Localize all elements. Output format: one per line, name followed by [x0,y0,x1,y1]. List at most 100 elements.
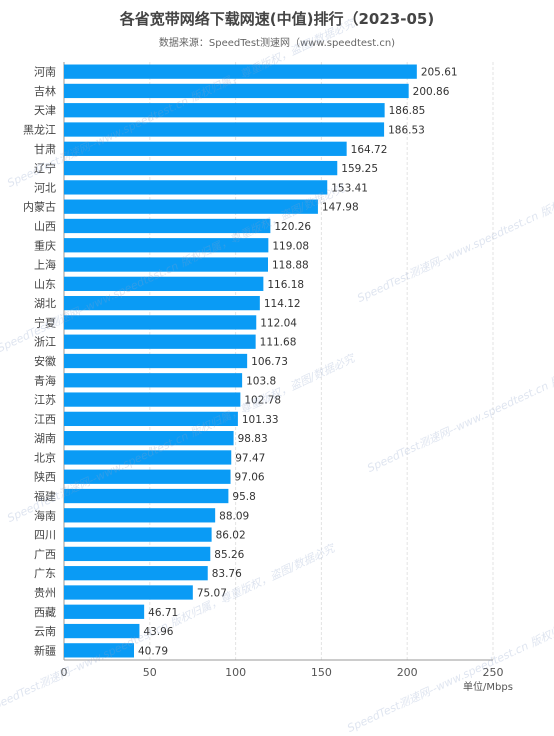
category-label: 重庆 [34,238,56,252]
value-label: 95.8 [232,491,255,503]
bar [64,276,264,291]
category-label: 湖南 [34,432,56,445]
category-labels: 河南吉林天津黑龙江甘肃辽宁河北内蒙古山西重庆上海山东湖北宁夏浙江安徽青海江苏江西… [23,66,56,658]
bar [64,103,385,118]
value-label: 114.12 [264,298,301,310]
value-label: 86.02 [216,530,246,542]
bar [64,469,231,484]
value-label: 98.83 [238,433,268,445]
category-label: 山东 [34,278,56,291]
category-label: 上海 [34,258,56,272]
value-label: 205.61 [421,67,458,79]
category-label: 西藏 [34,606,56,619]
value-label: 103.8 [246,375,276,387]
bar [64,643,134,658]
x-tick-label: 100 [225,666,246,679]
category-label: 福建 [34,489,56,503]
value-label: 120.26 [274,221,311,233]
bar [64,604,145,619]
bar [64,83,409,99]
bar [64,431,234,446]
x-tick-label: 50 [143,666,157,679]
bar [64,585,193,600]
category-label: 内蒙古 [23,200,56,214]
bar [64,122,385,137]
x-tick-label: 250 [483,666,504,679]
category-label: 辽宁 [34,161,56,175]
value-label: 106.73 [251,356,288,368]
category-label: 北京 [34,450,56,464]
bar [64,450,232,465]
category-label: 安徽 [34,354,56,368]
chart-subtitle: 数据来源：SpeedTest测速网（www.speedtest.cn) [158,38,396,49]
bar [64,566,208,581]
value-label: 88.09 [219,510,249,522]
category-label: 宁夏 [34,315,56,329]
value-label: 75.07 [197,587,227,599]
value-label: 43.96 [143,626,173,638]
value-label: 46.71 [148,607,178,619]
category-label: 湖北 [34,297,56,310]
value-label: 111.68 [260,337,297,349]
category-label: 甘肃 [34,143,56,156]
bar [64,295,260,311]
bar [64,64,417,79]
category-label: 河南 [34,66,56,79]
category-label: 山西 [34,220,56,233]
bar [64,180,328,195]
value-label: 40.79 [138,645,168,657]
bar [64,488,229,504]
bar [64,527,212,542]
value-label: 159.25 [341,163,378,175]
value-label: 112.04 [260,317,297,329]
bar [64,238,269,253]
category-label: 贵州 [34,586,56,599]
bar [64,141,347,156]
bar [64,334,256,349]
value-label: 97.06 [235,472,265,484]
bar [64,315,257,330]
category-label: 青海 [34,373,56,387]
value-label: 164.72 [351,144,388,156]
value-label: 153.41 [331,182,368,194]
value-label: 186.53 [388,125,425,137]
x-tick-label: 200 [397,666,418,679]
value-label: 147.98 [322,202,359,214]
category-label: 海南 [34,508,56,522]
value-label: 102.78 [244,395,281,407]
x-tick-label: 150 [311,666,332,679]
category-label: 吉林 [34,84,56,98]
category-label: 广西 [34,548,56,561]
value-label: 85.26 [214,549,244,561]
bar [64,373,243,388]
chart-title: 各省宽带网络下载网速(中值)排行（2023-05) [119,10,435,28]
category-label: 新疆 [34,643,56,657]
value-label: 116.18 [267,279,304,291]
x-axis-label: 单位/Mbps [463,680,513,693]
category-label: 云南 [34,625,56,638]
bar [64,257,268,272]
category-label: 江西 [34,413,56,426]
bar [64,623,140,639]
bar [64,411,238,427]
x-tick-label: 0 [61,666,68,679]
category-label: 广东 [34,567,56,580]
bar [64,353,248,369]
x-tick-labels: 0 50 100 150 200 250 [61,666,504,679]
value-label: 119.08 [272,240,309,252]
value-label: 101.33 [242,414,279,426]
bar [64,508,216,523]
category-label: 浙江 [34,336,56,349]
bar [64,392,241,407]
category-label: 河北 [34,181,56,194]
category-label: 黑龙江 [23,124,56,137]
category-label: 江苏 [34,394,56,407]
value-label: 186.85 [389,105,426,117]
value-label: 97.47 [235,452,265,464]
value-label: 118.88 [272,260,309,272]
bar [64,546,211,562]
bars [64,64,417,658]
category-label: 天津 [34,104,56,117]
